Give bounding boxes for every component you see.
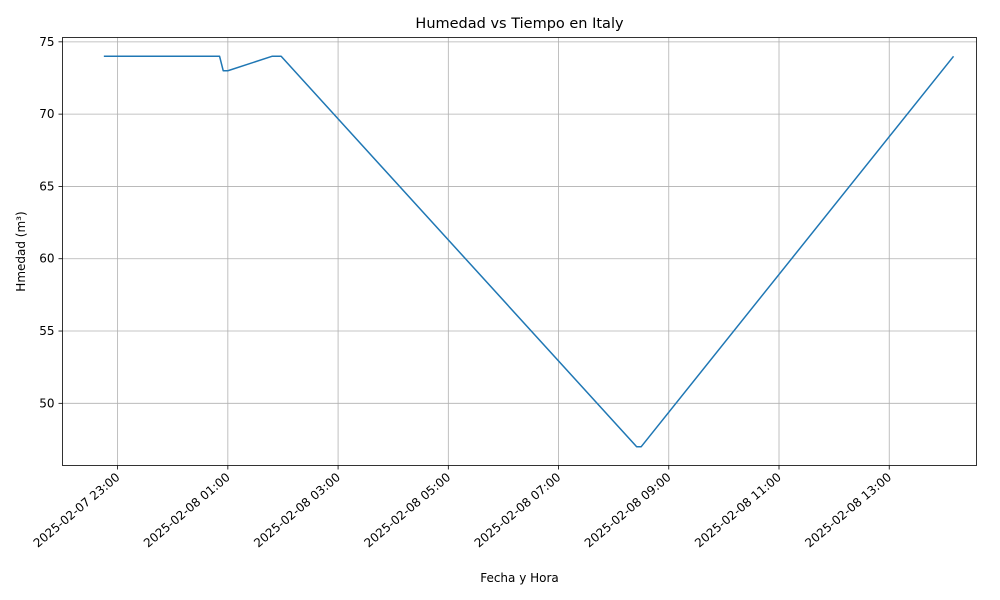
y-tick-label: 70 <box>39 107 54 121</box>
series-layer <box>103 55 955 448</box>
x-tick-label: 2025-02-08 07:00 <box>472 470 564 550</box>
y-tick-label: 65 <box>39 179 54 193</box>
y-tick-label: 55 <box>39 324 54 338</box>
series-line-0 <box>103 55 955 448</box>
x-tick-label: 2025-02-08 01:00 <box>141 470 233 550</box>
y-tick-label: 75 <box>39 35 54 49</box>
y-tick-label: 50 <box>39 396 54 410</box>
y-tick-label: 60 <box>39 252 54 266</box>
x-tick-label: 2025-02-07 23:00 <box>31 470 123 550</box>
x-tick-label: 2025-02-08 13:00 <box>802 470 894 550</box>
chart-title: Humedad vs Tiempo en Italy <box>415 16 624 32</box>
y-axis-title: Hmedad (m³) <box>14 211 28 291</box>
x-tick-label: 2025-02-08 03:00 <box>251 470 343 550</box>
plot-frame <box>62 37 977 466</box>
x-axis-title: Fecha y Hora <box>480 571 559 585</box>
x-tick-label: 2025-02-08 09:00 <box>582 470 674 550</box>
x-tick-label: 2025-02-08 05:00 <box>361 470 453 550</box>
x-tick-label: 2025-02-08 11:00 <box>692 470 784 550</box>
gridlines <box>62 37 977 466</box>
